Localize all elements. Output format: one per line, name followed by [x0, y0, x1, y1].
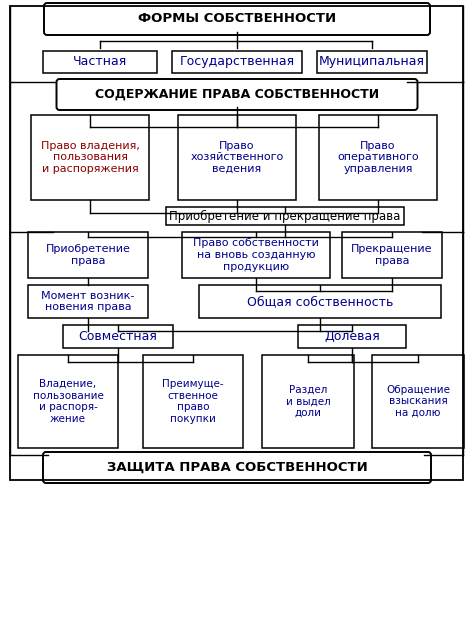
- Bar: [18, 355, 118, 448]
- Bar: [172, 51, 302, 73]
- Text: Приобретение
права: Приобретение права: [46, 244, 131, 266]
- Text: Владение,
пользование
и распоря-
жение: Владение, пользование и распоря- жение: [33, 379, 104, 424]
- Text: Право собственности
на вновь созданную
продукцию: Право собственности на вновь созданную п…: [193, 238, 319, 271]
- Bar: [43, 51, 157, 73]
- Text: Раздел
и выдел
доли: Раздел и выдел доли: [285, 385, 331, 418]
- Text: Право
оперативного
управления: Право оперативного управления: [337, 141, 419, 174]
- Text: СОДЕРЖАНИЕ ПРАВА СОБСТВЕННОСТИ: СОДЕРЖАНИЕ ПРАВА СОБСТВЕННОСТИ: [95, 88, 379, 101]
- Text: ЗАЩИТА ПРАВА СОБСТВЕННОСТИ: ЗАЩИТА ПРАВА СОБСТВЕННОСТИ: [106, 461, 367, 474]
- Bar: [10, 6, 463, 480]
- Text: Совместная: Совместная: [78, 330, 157, 343]
- FancyBboxPatch shape: [43, 452, 431, 483]
- Text: Обращение
взыскания
на долю: Обращение взыскания на долю: [386, 385, 450, 418]
- Bar: [182, 232, 330, 278]
- Bar: [143, 355, 243, 448]
- Bar: [319, 115, 437, 200]
- Bar: [342, 232, 442, 278]
- Bar: [178, 115, 296, 200]
- Text: Государственная: Государственная: [180, 55, 294, 68]
- Bar: [31, 115, 149, 200]
- Text: Право владения,
пользования
и распоряжения: Право владения, пользования и распоряжен…: [40, 141, 140, 174]
- Bar: [317, 51, 427, 73]
- Bar: [298, 325, 406, 348]
- Text: Прекращение
права: Прекращение права: [351, 244, 433, 266]
- Bar: [28, 285, 148, 318]
- Bar: [372, 355, 464, 448]
- Text: Частная: Частная: [73, 55, 127, 68]
- Text: Момент возник-
новения права: Момент возник- новения права: [41, 291, 135, 312]
- Text: Право
хозяйственного
ведения: Право хозяйственного ведения: [190, 141, 284, 174]
- Text: Преимуще-
ственное
право
покупки: Преимуще- ственное право покупки: [162, 379, 224, 424]
- Bar: [262, 355, 354, 448]
- Text: Приобретение и прекращение права: Приобретение и прекращение права: [169, 209, 401, 223]
- Bar: [199, 285, 441, 318]
- Bar: [166, 207, 404, 225]
- FancyBboxPatch shape: [44, 3, 430, 35]
- Text: ФОРМЫ СОБСТВЕННОСТИ: ФОРМЫ СОБСТВЕННОСТИ: [138, 12, 336, 25]
- Text: Долевая: Долевая: [324, 330, 380, 343]
- Bar: [28, 232, 148, 278]
- FancyBboxPatch shape: [57, 79, 418, 110]
- Text: Общая собственность: Общая собственность: [247, 295, 393, 308]
- Bar: [63, 325, 173, 348]
- Text: Муниципальная: Муниципальная: [319, 55, 425, 68]
